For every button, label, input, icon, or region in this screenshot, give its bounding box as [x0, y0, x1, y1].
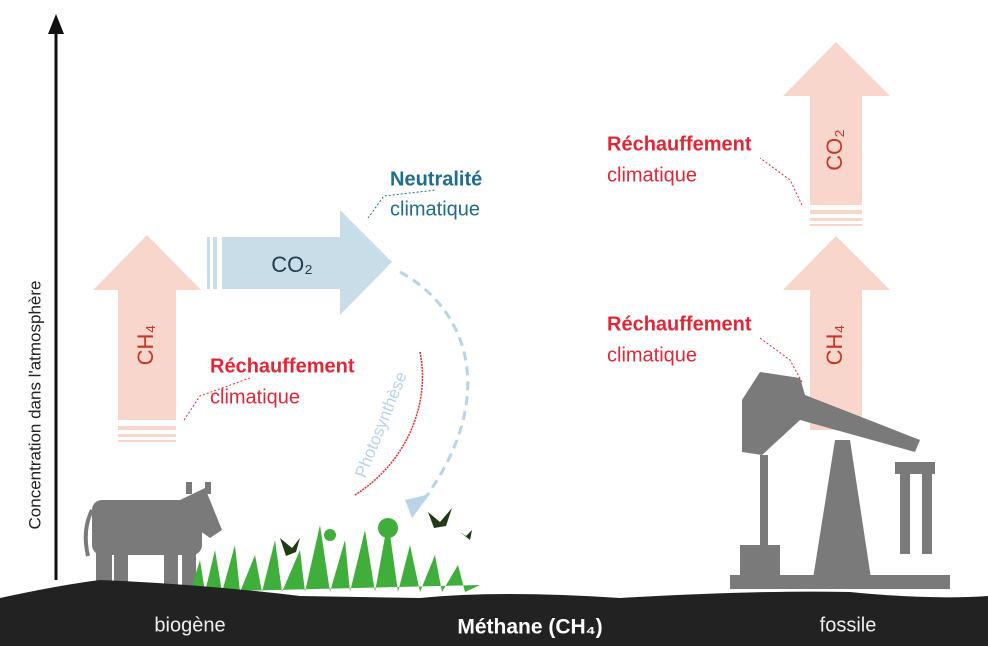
footer-center: Méthane (CH₄) — [457, 616, 602, 639]
diagram: Concentration dans l'atmosphère CH₄ Réch… — [0, 0, 988, 646]
photosynthesis-label: Photosynthèse — [351, 369, 411, 480]
warming-sub: climatique — [210, 386, 300, 408]
axis-label: Concentration dans l'atmosphère — [25, 281, 44, 530]
arrow-head — [405, 494, 430, 518]
neutrality-title: Neutralité — [390, 168, 482, 190]
co2-label: CO₂ — [271, 252, 313, 277]
warming-sub: climatique — [607, 164, 697, 186]
warming-title: Réchauffement — [607, 133, 752, 155]
ch4-label: CH₄ — [822, 325, 847, 366]
warming-title: Réchauffement — [607, 313, 752, 335]
neutrality-sub: climatique — [390, 198, 480, 220]
co2-label: CO₂ — [822, 129, 847, 171]
warming-title: Réchauffement — [210, 355, 355, 377]
axis-head — [48, 14, 64, 34]
leader — [760, 158, 802, 205]
ch4-label: CH₄ — [133, 325, 158, 366]
grass — [190, 518, 480, 592]
photosynthesis-arrow — [400, 272, 468, 505]
butterflies — [280, 508, 472, 556]
footer-right: fossile — [820, 614, 877, 636]
footer-left: biogène — [154, 614, 225, 636]
warming-sub: climatique — [607, 344, 697, 366]
